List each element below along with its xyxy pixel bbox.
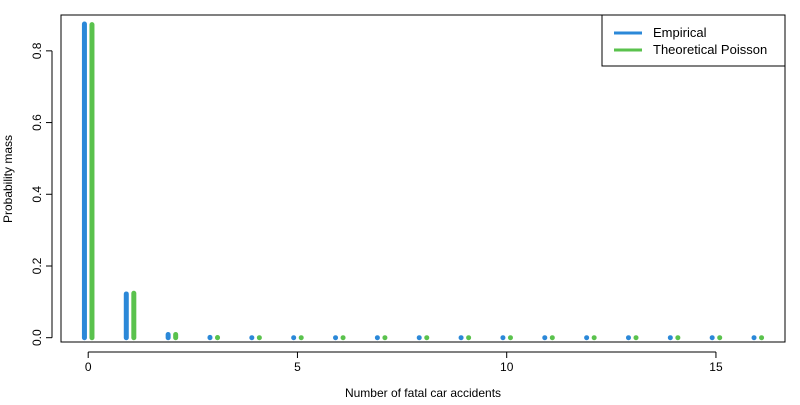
y-axis-label: Probability mass [1, 135, 15, 223]
x-axis: 0 5 10 15 [85, 351, 723, 374]
series-theoretical-poisson [89, 22, 765, 341]
y-tick-label: 0.4 [30, 186, 44, 203]
series-layer [81, 21, 765, 341]
x-tick-label: 0 [85, 360, 92, 374]
legend-label: Empirical [653, 25, 707, 40]
legend-item: Theoretical Poisson [614, 42, 767, 57]
legend-box [601, 14, 786, 67]
series-empirical [81, 21, 757, 341]
x-tick-label: 5 [294, 360, 301, 374]
legend-item: Empirical [614, 25, 707, 40]
legend-label: Theoretical Poisson [653, 42, 767, 57]
x-tick-label: 10 [500, 360, 514, 374]
y-tick-label: 0.6 [30, 114, 44, 131]
y-tick-label: 0.0 [30, 329, 44, 346]
x-axis-label: Number of fatal car accidents [345, 386, 501, 400]
y-tick-label: 0.2 [30, 257, 44, 274]
plot-frame [60, 14, 786, 343]
y-axis: 0.0 0.2 0.4 0.6 0.8 [30, 42, 53, 346]
x-tick-label: 15 [709, 360, 723, 374]
y-tick-label: 0.8 [30, 42, 44, 59]
legend: Empirical Theoretical Poisson [601, 14, 786, 67]
